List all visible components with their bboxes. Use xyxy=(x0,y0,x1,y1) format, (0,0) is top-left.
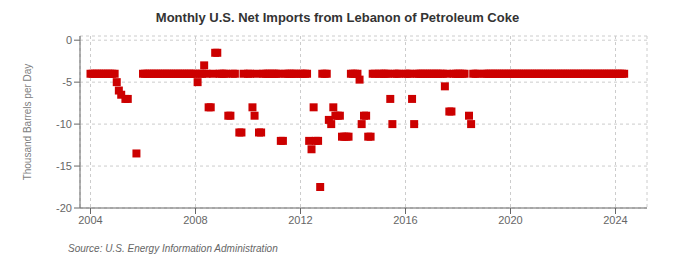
svg-text:2008: 2008 xyxy=(183,214,207,226)
html-text:Source: U.S. Energy Informatio: Source: U.S. Energy Information Administ… xyxy=(68,243,278,254)
svg-text:0: 0 xyxy=(66,34,72,46)
svg-text:2020: 2020 xyxy=(498,214,522,226)
svg-text:-20: -20 xyxy=(56,202,72,214)
svg-text:Thousand Barrels per Day: Thousand Barrels per Day xyxy=(22,64,33,181)
svg-text:-5: -5 xyxy=(62,76,72,88)
html-text:Monthly U.S. Net Imports from: Monthly U.S. Net Imports from Lebanon of… xyxy=(155,10,520,25)
svg-text:2012: 2012 xyxy=(288,214,312,226)
svg-text:2004: 2004 xyxy=(78,214,102,226)
svg-text:-10: -10 xyxy=(56,118,72,130)
svg-text:2024: 2024 xyxy=(603,214,627,226)
svg-text:2016: 2016 xyxy=(393,214,417,226)
svg-text:-15: -15 xyxy=(56,160,72,172)
